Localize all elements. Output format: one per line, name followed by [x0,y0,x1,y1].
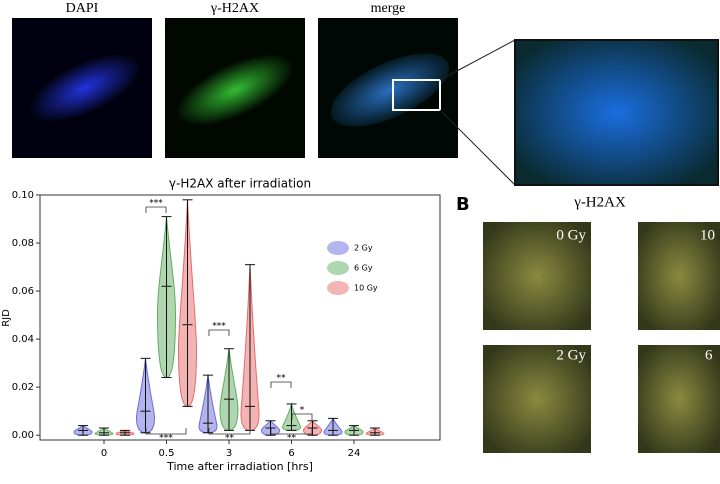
image-label: 2 Gy [556,347,586,363]
image-label: 10 [700,227,715,243]
image-label: 6 [705,347,713,363]
legend-label: 10 Gy [354,284,378,293]
significance-label: ** [287,434,297,444]
significance-label: *** [149,199,163,209]
micro-image [483,222,591,330]
legend-swatch [327,261,349,275]
significance-bracket [270,428,313,435]
x-axis-label: Time after irradiation [hrs] [166,460,313,473]
micro-image [638,222,720,330]
x-tick-label: 0 [101,448,107,459]
zoom-line [439,109,516,186]
y-tick-label: 0.06 [12,286,34,297]
significance-bracket [208,428,251,435]
panel-letter: B [456,194,470,215]
zoom-image [514,39,719,186]
zoom-box [392,79,441,111]
significance-bracket [291,413,313,420]
y-tick-label: 0.04 [12,334,34,345]
significance-bracket [145,428,187,435]
panel-a-images: DAPI γ-H2AX merge [12,1,719,186]
dapi-cells [27,52,143,124]
image-label: merge [371,1,406,16]
plot-frame [39,194,441,441]
image-label: 0 Gy [556,227,586,243]
x-tick-label: 24 [348,448,361,459]
zoom-line [439,39,516,81]
legend-swatch [327,241,349,255]
violin-chart: γ-H2AX after irradiation Time after irra… [1,177,441,473]
significance-label: *** [212,322,226,332]
y-tick-label: 0.08 [12,238,34,249]
legend-swatch [327,281,349,295]
chart-title: γ-H2AX after irradiation [169,177,311,191]
merge-cells [330,53,450,127]
significance-bracket [145,206,167,213]
significance-label: *** [159,434,173,444]
h2ax-cells [175,54,295,126]
y-tick-label: 0.10 [12,190,34,201]
image-label: γ-H2AX [210,1,259,16]
legend-label: 2 Gy [354,244,373,253]
y-axis-label: RJD [1,309,12,327]
x-tick-label: 0.5 [159,448,175,459]
x-tick-label: 6 [288,448,294,459]
image-label: DAPI [66,1,99,16]
y-tick-label: 0.00 [12,430,34,441]
significance-label: ** [277,374,287,384]
y-tick-label: 0.02 [12,382,34,393]
panel-b: B γ-H2AX 0 Gy 10 2 Gy 6 [456,194,720,453]
significance-bracket [208,329,230,336]
significance-bracket [270,381,292,388]
significance-label: ** [225,434,235,444]
micro-image [638,345,720,453]
legend-label: 6 Gy [354,264,373,273]
significance-label: * [300,406,305,416]
panel-title: γ-H2AX [573,194,626,210]
micro-image [483,345,591,453]
x-tick-label: 3 [226,448,232,459]
